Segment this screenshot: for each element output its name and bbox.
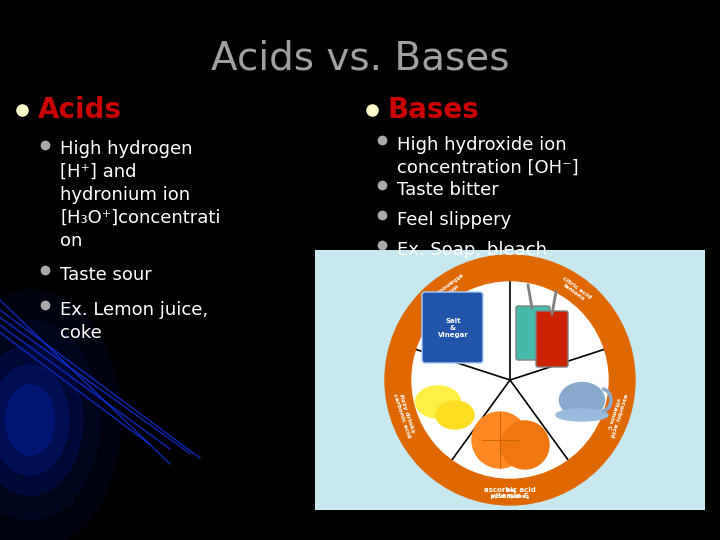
Ellipse shape xyxy=(556,409,608,421)
FancyBboxPatch shape xyxy=(536,311,568,367)
Text: citric acid
lemons: citric acid lemons xyxy=(559,275,593,304)
Text: High hydrogen
[H⁺] and
hydronium ion
[H₃O⁺]concentrati
on: High hydrogen [H⁺] and hydronium ion [H₃… xyxy=(60,140,220,249)
Text: Acids: Acids xyxy=(38,96,122,124)
Ellipse shape xyxy=(415,386,461,418)
Text: Taste sour: Taste sour xyxy=(60,266,152,284)
Text: Ex. Soap, bleach: Ex. Soap, bleach xyxy=(397,241,547,259)
Ellipse shape xyxy=(0,365,68,475)
Circle shape xyxy=(385,255,635,505)
Ellipse shape xyxy=(0,320,100,520)
Text: ascorbic acid
vitamin C: ascorbic acid vitamin C xyxy=(604,391,629,438)
Circle shape xyxy=(472,412,528,468)
Text: ascorbic acid
vitamin C: ascorbic acid vitamin C xyxy=(484,487,536,500)
Text: Feel slippery: Feel slippery xyxy=(397,211,511,229)
Ellipse shape xyxy=(0,345,83,495)
Text: High hydroxide ion
concentration [OH⁻]: High hydroxide ion concentration [OH⁻] xyxy=(397,136,579,177)
Text: Taste bitter: Taste bitter xyxy=(397,181,499,199)
Ellipse shape xyxy=(559,382,605,417)
Circle shape xyxy=(412,282,608,478)
FancyBboxPatch shape xyxy=(422,292,483,363)
Text: Bases: Bases xyxy=(388,96,480,124)
FancyBboxPatch shape xyxy=(516,306,550,360)
Text: Acids vs. Bases: Acids vs. Bases xyxy=(211,40,509,78)
Ellipse shape xyxy=(0,290,121,540)
Text: Salt
&
Vinegar: Salt & Vinegar xyxy=(438,318,469,338)
Ellipse shape xyxy=(6,385,55,455)
Text: vinegar
ethanoic acid: vinegar ethanoic acid xyxy=(422,272,467,308)
FancyBboxPatch shape xyxy=(315,250,705,510)
Text: fizzy drinks
carbonic acid: fizzy drinks carbonic acid xyxy=(392,390,416,438)
Text: Ex. Lemon juice,
coke: Ex. Lemon juice, coke xyxy=(60,301,208,342)
Text: tannic acid
tea: tannic acid tea xyxy=(491,486,529,497)
Circle shape xyxy=(501,421,549,469)
Ellipse shape xyxy=(436,401,474,429)
